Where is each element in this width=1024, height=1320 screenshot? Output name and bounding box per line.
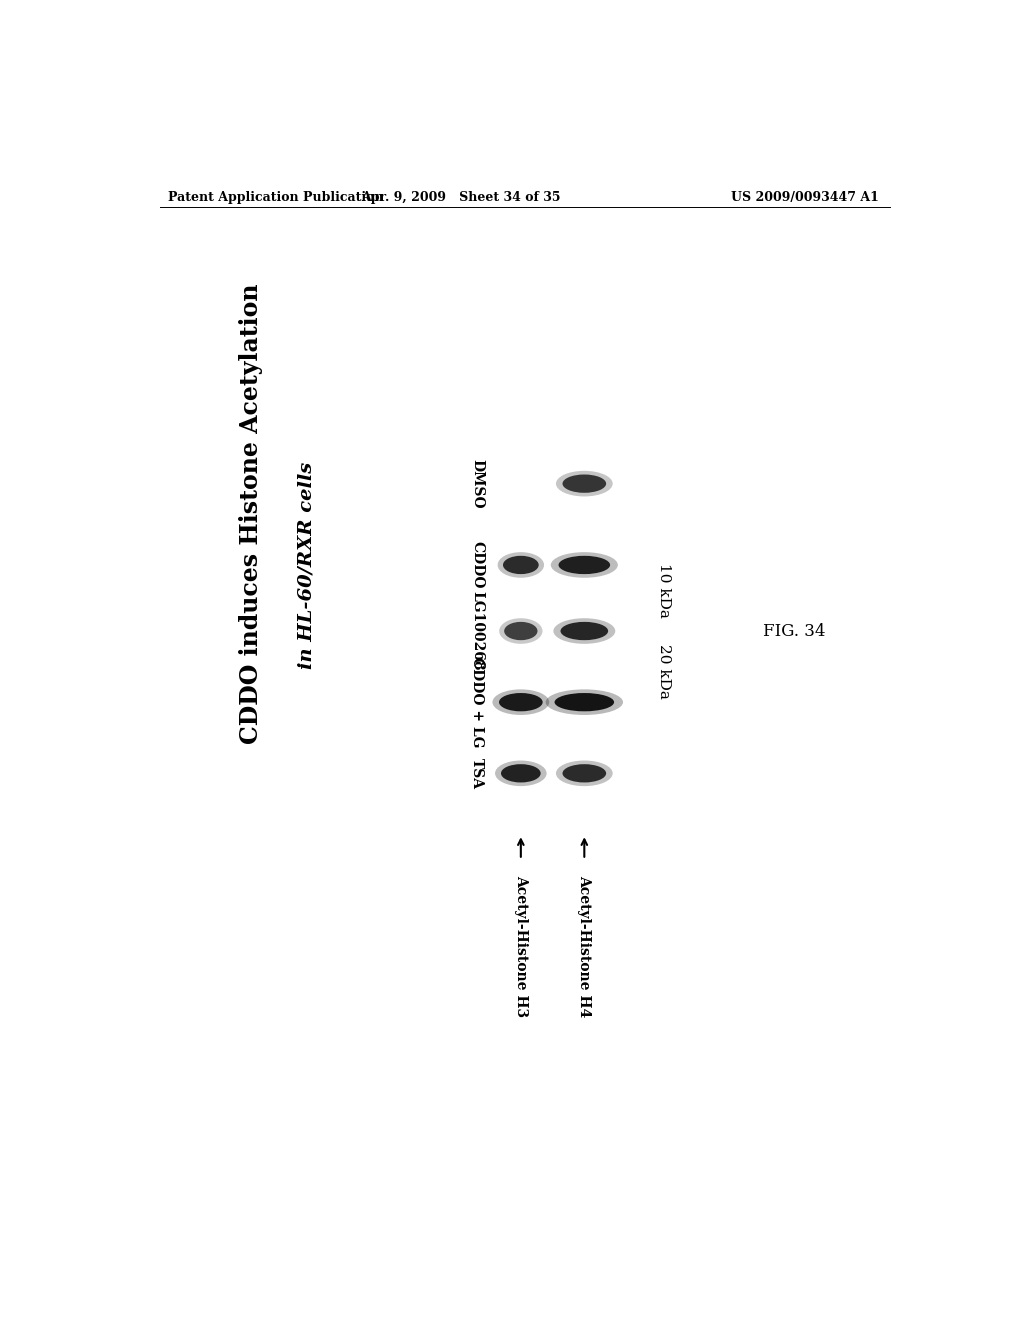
Text: Acetyl-Histone H3: Acetyl-Histone H3	[514, 875, 527, 1018]
Ellipse shape	[555, 693, 614, 711]
Ellipse shape	[556, 760, 612, 787]
Ellipse shape	[551, 552, 617, 578]
Ellipse shape	[560, 622, 608, 640]
Text: US 2009/0093447 A1: US 2009/0093447 A1	[731, 190, 879, 203]
Text: Patent Application Publication: Patent Application Publication	[168, 190, 383, 203]
Ellipse shape	[504, 622, 538, 640]
Text: 10 kDa: 10 kDa	[656, 562, 671, 618]
Ellipse shape	[499, 693, 543, 711]
Text: FIG. 34: FIG. 34	[763, 623, 825, 639]
Text: 20 kDa: 20 kDa	[656, 644, 671, 700]
Ellipse shape	[493, 689, 549, 715]
Ellipse shape	[553, 618, 615, 644]
Text: in HL-60/RXR cells: in HL-60/RXR cells	[298, 461, 315, 669]
Text: LG100268: LG100268	[470, 591, 484, 671]
Text: CDDO + LG: CDDO + LG	[470, 657, 484, 747]
Ellipse shape	[562, 764, 606, 783]
Text: Acetyl-Histone H4: Acetyl-Histone H4	[578, 875, 591, 1018]
Text: Apr. 9, 2009   Sheet 34 of 35: Apr. 9, 2009 Sheet 34 of 35	[361, 190, 561, 203]
Text: TSA: TSA	[470, 758, 484, 789]
Ellipse shape	[498, 552, 544, 578]
Ellipse shape	[556, 471, 612, 496]
Ellipse shape	[558, 556, 610, 574]
Ellipse shape	[546, 689, 623, 715]
Ellipse shape	[495, 760, 547, 787]
Ellipse shape	[501, 764, 541, 783]
Text: CDDO induces Histone Acetylation: CDDO induces Histone Acetylation	[239, 284, 263, 744]
Ellipse shape	[503, 556, 539, 574]
Text: CDDO: CDDO	[470, 541, 484, 589]
Ellipse shape	[499, 618, 543, 644]
Ellipse shape	[562, 474, 606, 492]
Text: DMSO: DMSO	[470, 459, 484, 508]
